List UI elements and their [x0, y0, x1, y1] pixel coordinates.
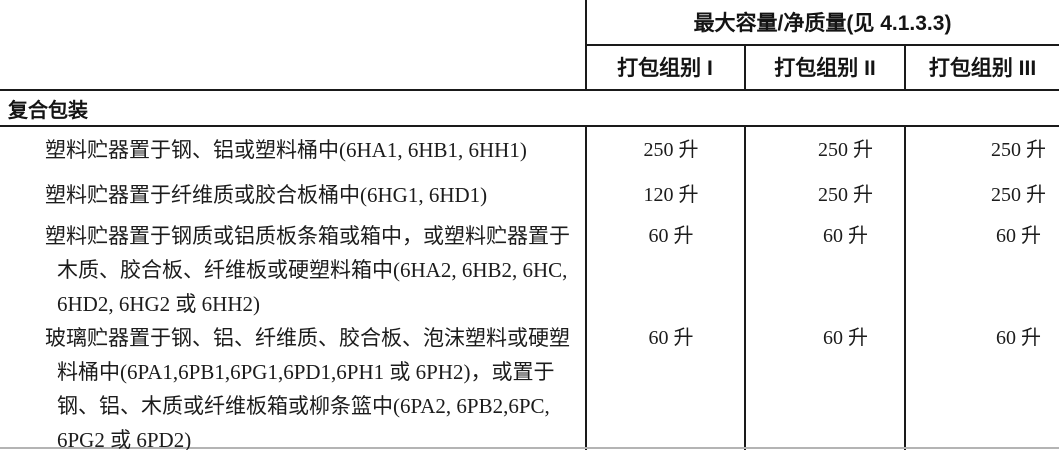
table-row-description: 塑料贮器置于钢、铝或塑料桶中(6HA1, 6HB1, 6HH1)	[0, 133, 584, 167]
table-vertical-rule	[744, 125, 746, 450]
table-horizontal-rule	[0, 89, 1059, 91]
table-vertical-rule	[904, 125, 906, 450]
capacity-value: 60 升	[648, 225, 694, 247]
table-vertical-rule	[585, 125, 587, 450]
capacity-value: 250 升	[818, 139, 873, 161]
capacity-value: 60 升	[823, 327, 868, 349]
table-row-description: 塑料贮器置于纤维质或胶合板桶中(6HG1, 6HD1)	[0, 178, 584, 212]
capacity-value: 60 升	[823, 225, 868, 247]
capacity-value: 250 升	[643, 139, 699, 161]
description-line: 木质、胶合板、纤维板或硬塑料箱中(6HA2, 6HB2, 6HC,	[57, 258, 568, 282]
description-line: 料桶中(6PA1,6PB1,6PG1,6PD1,6PH1 或 6PH2)，或置于	[57, 360, 555, 384]
header-packing-group-3: 打包组别 III	[928, 57, 1037, 80]
capacity-value: 120 升	[643, 184, 699, 206]
capacity-value: 60 升	[648, 327, 694, 349]
description-line: 6PG2 或 6PD2)	[57, 428, 192, 450]
header-packing-group-1: 打包组别 I	[617, 57, 713, 80]
table-horizontal-rule	[585, 44, 1059, 46]
capacity-value: 60 升	[996, 225, 1041, 247]
description-line: 6HD2, 6HG2 或 6HH2)	[57, 292, 260, 316]
table-vertical-rule	[744, 44, 746, 91]
header-packing-group-2: 打包组别 II	[774, 57, 876, 80]
table-row-description: 塑料贮器置于钢质或铝质板条箱或箱中，或塑料贮器置于 木质、胶合板、纤维板或硬塑料…	[0, 219, 584, 321]
capacity-value: 250 升	[991, 139, 1046, 161]
table-row-description: 玻璃贮器置于钢、铝、纤维质、胶合板、泡沫塑料或硬塑 料桶中(6PA1,6PB1,…	[0, 321, 584, 450]
section-composite-packaging: 复合包装	[8, 99, 88, 122]
description-line: 塑料贮器置于纤维质或胶合板桶中(6HG1, 6HD1)	[45, 183, 488, 207]
table-vertical-rule	[904, 44, 906, 91]
description-line: 塑料贮器置于钢质或铝质板条箱或箱中，或塑料贮器置于	[45, 224, 570, 248]
description-line: 塑料贮器置于钢、铝或塑料桶中(6HA1, 6HB1, 6HH1)	[45, 138, 527, 162]
description-line: 钢、铝、木质或纤维板箱或柳条篮中(6PA2, 6PB2,6PC,	[57, 394, 550, 418]
description-line: 玻璃贮器置于钢、铝、纤维质、胶合板、泡沫塑料或硬塑	[45, 326, 570, 350]
capacity-value: 60 升	[996, 327, 1041, 349]
capacity-value: 250 升	[818, 184, 873, 206]
header-max-capacity-net-mass: 最大容量/净质量(见 4.1.3.3)	[693, 12, 952, 35]
table-horizontal-rule	[0, 125, 1059, 127]
capacity-value: 250 升	[991, 184, 1046, 206]
table-bottom-faint-rule	[0, 447, 1059, 449]
